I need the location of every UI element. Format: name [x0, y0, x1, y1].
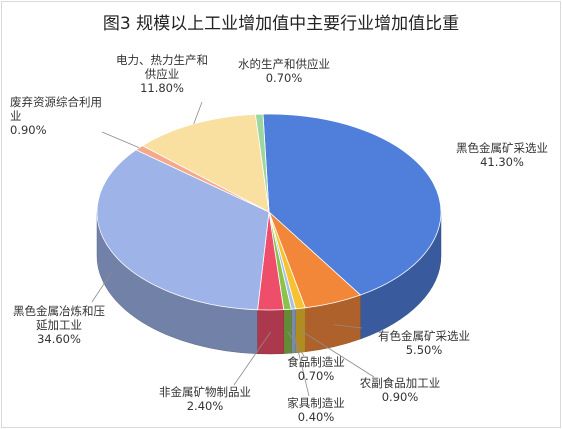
chart-title: 图3 规模以上工业增加值中主要行业增加值比重 [103, 14, 459, 34]
slice-1-leader [333, 324, 363, 329]
slice-7-value-label: 0.90% [10, 123, 47, 137]
slice-8-name-label: 供应业 [145, 67, 180, 81]
slice-6-name-label: 延加工业 [36, 318, 82, 332]
slice-6-leader [91, 272, 112, 303]
slice-9-name-label: 水的生产和供应业 [238, 57, 330, 71]
slice-9-value-label: 0.70% [266, 71, 303, 85]
slice-3-value-label: 0.40% [298, 410, 335, 424]
slice-3-side [291, 308, 296, 354]
slice-3-leader [293, 330, 310, 397]
slice-2-leader [300, 330, 375, 378]
slice-1-value-label: 5.50% [406, 343, 443, 357]
slice-labels: 黑色金属矿采选业41.30%有色金属矿采选业5.50%农副食品加工业0.90%家… [10, 53, 548, 424]
slice-4-leader [287, 331, 305, 357]
slice-1-name-label: 有色金属矿采选业 [378, 329, 470, 343]
slice-6-name-label: 黑色金属冶炼和压 [13, 304, 105, 318]
slice-0-top [262, 113, 442, 296]
slice-4-name-label: 食品制造业 [287, 355, 345, 369]
slice-7-name-label: 业 [10, 109, 22, 123]
slice-5-value-label: 2.40% [187, 399, 224, 413]
slice-5-side [257, 309, 284, 355]
slice-0-name-label: 黑色金属矿采选业 [456, 141, 548, 155]
slice-6-value-label: 34.60% [37, 332, 81, 346]
slice-4-side [283, 308, 292, 354]
slice-8-top [141, 113, 270, 213]
slice-7-leader [101, 131, 140, 149]
pie-slices [96, 113, 442, 311]
slice-9-top [254, 113, 270, 213]
slice-5-leader [233, 331, 271, 386]
slice-7-name-label: 废弃资源综合利用 [10, 95, 102, 109]
slice-5-name-label: 非金属矿物制品业 [159, 385, 251, 399]
slice-8-value-label: 11.80% [140, 81, 184, 95]
slice-8-name-label: 电力、热力生产和 [116, 53, 208, 67]
slice-3-name-label: 家具制造业 [287, 396, 345, 410]
slice-4-value-label: 0.70% [298, 369, 335, 383]
slice-2-value-label: 0.90% [382, 390, 419, 404]
slice-6-top [96, 149, 270, 311]
slice-2-name-label: 农副食品加工业 [360, 376, 441, 390]
slice-8-leader [193, 101, 203, 125]
leader-lines [91, 101, 375, 397]
slice-0-value-label: 41.30% [480, 155, 524, 169]
